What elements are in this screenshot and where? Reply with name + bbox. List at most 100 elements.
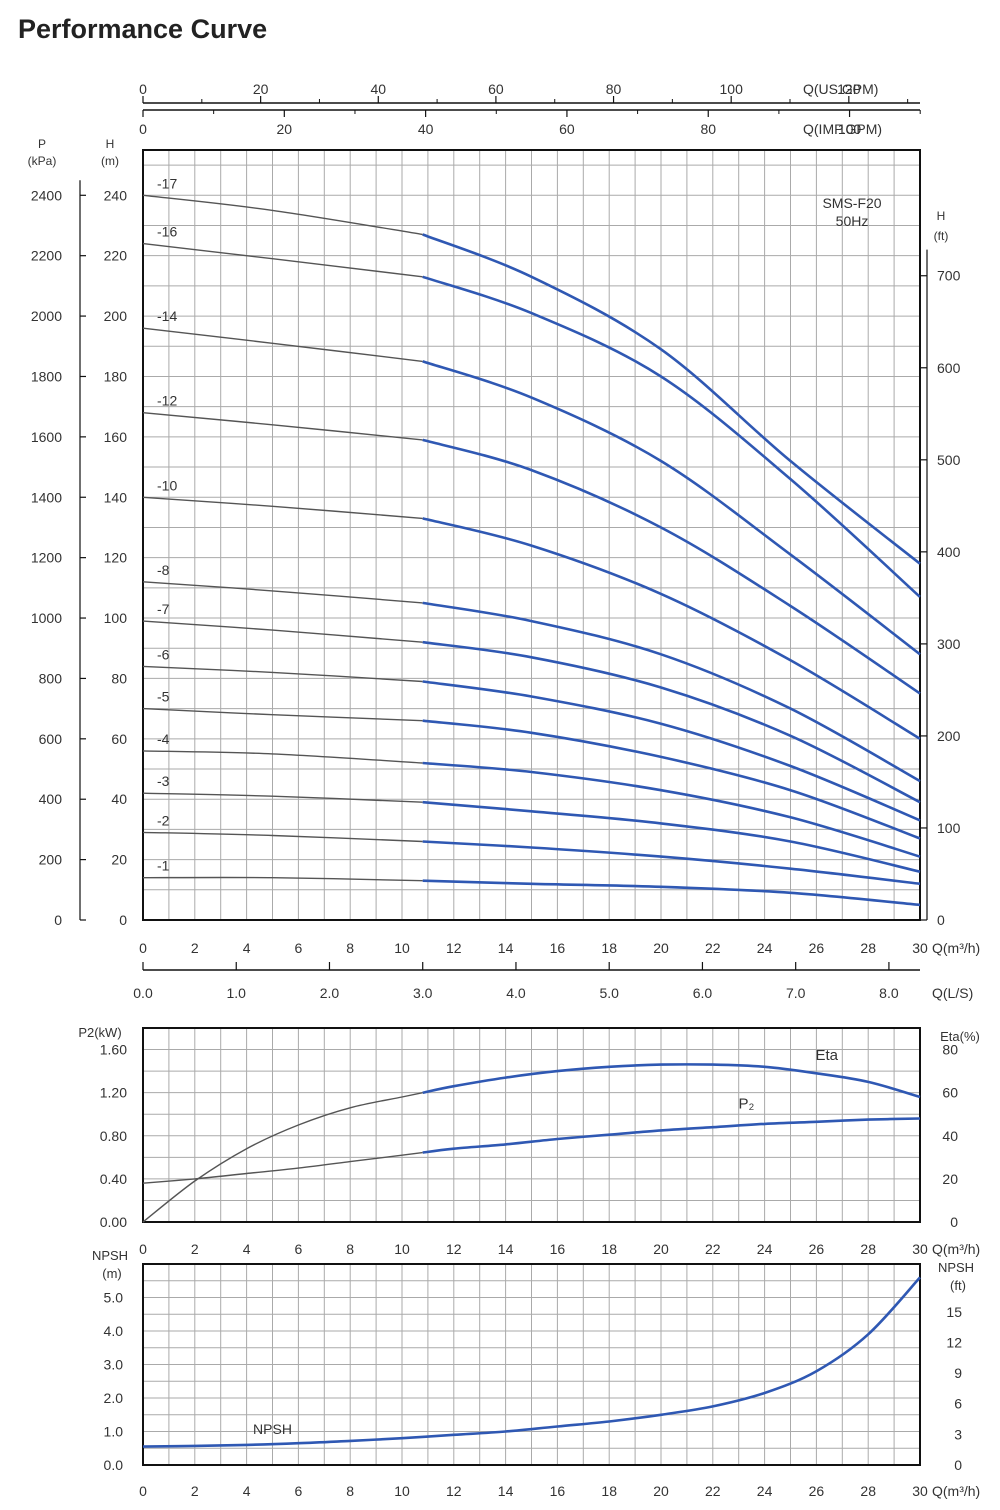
head-y-tick-label: 160 [104,429,128,445]
usgpm-tick-label: 100 [720,81,744,97]
head-y-tick-label: 100 [104,610,128,626]
npsh-x-tick-label: 2 [191,1483,199,1499]
kpa-tick-label: 2000 [31,308,62,324]
usgpm-tick-label: 20 [253,81,269,97]
head-curve-low-flow [142,242,423,278]
power-x-tick-label: 2 [191,1241,199,1257]
head-curve-low-flow [142,707,423,722]
impgpm-tick-label: 80 [700,121,716,137]
power-x-tick-label: 8 [346,1241,354,1257]
impgpm-tick-label: 0 [139,121,147,137]
ls-axis-label: Q(L/S) [932,985,973,1001]
npsh-chart-frame [142,1263,921,1466]
power-x-tick-label: 22 [705,1241,721,1257]
head-x-tick-label: 24 [757,940,773,956]
ft-axis-label-unit: (ft) [934,229,949,243]
eta-y-tick-label: 60 [942,1085,958,1101]
npsh-y-tick-label: 3.0 [104,1357,124,1373]
npsh-x-tick-label: 14 [498,1483,514,1499]
npsh-x-tick-label: 22 [705,1483,721,1499]
p2-curve-operating [422,1117,921,1154]
npsh-x-axis-label: Q(m³/h) [932,1483,980,1499]
usgpm-axis-label: Q(US.GPM) [803,81,878,97]
npsh-y-tick-label: 1.0 [104,1424,124,1440]
head-curve-low-flow [142,496,423,520]
power-y-tick-label: 1.20 [100,1085,127,1101]
model-label: SMS-F20 [822,195,881,211]
head-curve-operating [422,233,921,565]
power-x-tick-label: 6 [295,1241,303,1257]
stage-label: -2 [157,812,170,828]
stage-label: -5 [157,689,170,705]
head-curve-low-flow [142,876,423,882]
ft-tick-label: 200 [937,728,961,744]
head-x-tick-label: 14 [498,940,514,956]
head-curve-low-flow [142,581,423,604]
head-y-tick-label: 0 [119,912,127,928]
frequency-label: 50Hz [836,213,869,229]
head-y-tick-label: 60 [111,731,127,747]
head-curve-operating [422,360,921,656]
npsh-x-tick-label: 28 [860,1483,876,1499]
p2-series-label: P₂ [739,1095,755,1112]
kpa-tick-label: 1400 [31,489,62,505]
head-x-tick-label: 4 [243,940,251,956]
head-y-axis-label-unit: (m) [101,154,119,168]
stage-label: -14 [157,308,177,324]
ft-tick-label: 100 [937,820,961,836]
power-y-tick-label: 1.60 [100,1042,127,1058]
head-curve-operating [422,275,921,598]
power-x-tick-label: 16 [550,1241,566,1257]
ls-tick-label: 1.0 [227,985,247,1001]
head-curve-low-flow [142,194,423,236]
power-x-tick-label: 14 [498,1241,514,1257]
npsh-y-tick-label: 2.0 [104,1390,124,1406]
head-curve-operating [422,517,921,740]
power-x-tick-label: 4 [243,1241,251,1257]
kpa-tick-label: 2400 [31,187,62,203]
kpa-tick-label: 400 [39,791,63,807]
eta-curve-low-flow [142,1092,423,1223]
stage-label: -7 [157,601,170,617]
power-x-axis-label: Q(m³/h) [932,1241,980,1257]
eta-y-tick-label: 20 [942,1171,958,1187]
head-x-tick-label: 22 [705,940,721,956]
npsh-ft-tick-label: 9 [954,1365,962,1381]
usgpm-tick-label: 80 [606,81,622,97]
power-x-tick-label: 12 [446,1241,462,1257]
stage-label: -17 [157,175,177,191]
npsh-ft-axis-label-unit: (ft) [950,1278,966,1293]
npsh-x-tick-label: 8 [346,1483,354,1499]
npsh-x-tick-label: 12 [446,1483,462,1499]
usgpm-tick-label: 60 [488,81,504,97]
npsh-ft-axis-label: NPSH [938,1260,974,1275]
stage-label: -8 [157,562,170,578]
head-y-tick-label: 80 [111,670,127,686]
ft-tick-label: 0 [937,912,945,928]
head-x-tick-label: 28 [860,940,876,956]
head-y-tick-label: 180 [104,368,128,384]
npsh-y-axis-label-unit: (m) [102,1266,122,1281]
npsh-series-label: NPSH [253,1421,292,1437]
eta-y-tick-label: 0 [950,1214,958,1230]
kpa-tick-label: 0 [54,912,62,928]
power-y-tick-label: 0.80 [100,1128,127,1144]
npsh-ft-tick-label: 0 [954,1457,962,1473]
head-x-axis-label: Q(m³/h) [932,940,980,956]
ls-tick-label: 2.0 [320,985,340,1001]
stage-label: -1 [157,858,170,874]
kpa-tick-label: 200 [39,852,63,868]
ft-axis-label-h: H [937,209,946,223]
ls-tick-label: 0.0 [133,985,153,1001]
npsh-x-tick-label: 18 [601,1483,617,1499]
head-curve-low-flow [142,620,423,643]
head-y-tick-label: 220 [104,248,128,264]
head-x-tick-label: 16 [550,940,566,956]
npsh-ft-tick-label: 15 [946,1304,962,1320]
power-x-tick-label: 24 [757,1241,773,1257]
page-title: Performance Curve [18,14,268,44]
head-y-tick-label: 40 [111,791,127,807]
stage-label: -16 [157,224,177,240]
head-x-tick-label: 10 [394,940,410,956]
head-curve-low-flow [142,750,423,764]
